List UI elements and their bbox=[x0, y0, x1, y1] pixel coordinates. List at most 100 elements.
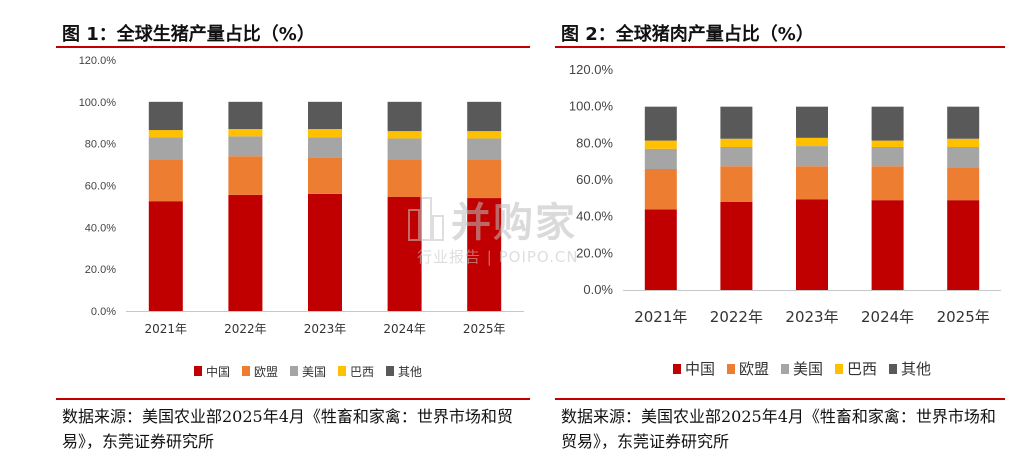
x-tick-label: 2025年 bbox=[937, 308, 990, 326]
bar-segment bbox=[796, 199, 828, 290]
legend-swatch bbox=[242, 366, 250, 376]
title-rule bbox=[555, 46, 1005, 48]
source-rule bbox=[56, 398, 530, 400]
source-note: 数据来源：美国农业部2025年4月《牲畜和家禽：世界市场和贸易》，东莞证券研究所 bbox=[561, 407, 996, 451]
x-tick-label: 2023年 bbox=[785, 308, 838, 326]
legend-label: 欧盟 bbox=[254, 365, 278, 379]
bar-segment bbox=[228, 129, 263, 137]
bar-segment bbox=[644, 106, 677, 141]
legend-swatch bbox=[338, 366, 346, 376]
legend-swatch bbox=[290, 366, 298, 376]
legend-swatch bbox=[194, 366, 202, 376]
bar-segment bbox=[148, 159, 183, 202]
bar-segment bbox=[148, 137, 183, 160]
bar-segment bbox=[644, 140, 677, 149]
y-tick-label: 60.0% bbox=[85, 181, 116, 193]
y-tick-label: 20.0% bbox=[85, 264, 116, 276]
y-tick-label: 40.0% bbox=[576, 209, 613, 224]
bar-segment bbox=[467, 131, 502, 139]
bar-segment bbox=[467, 198, 502, 311]
bar-segment bbox=[947, 106, 980, 139]
title-rule bbox=[56, 46, 530, 48]
bar-segment bbox=[720, 166, 753, 202]
bar-segment bbox=[228, 136, 263, 157]
bar-segment bbox=[720, 106, 753, 139]
y-tick-label: 120.0% bbox=[79, 55, 117, 67]
bar-segment bbox=[308, 157, 342, 194]
legend-label: 中国 bbox=[685, 360, 715, 378]
y-tick-label: 80.0% bbox=[576, 135, 613, 150]
bar-segment bbox=[871, 166, 904, 201]
bar-segment bbox=[796, 137, 828, 147]
bar-segment bbox=[228, 101, 263, 130]
bar-segment bbox=[947, 200, 980, 290]
source-rule bbox=[555, 398, 1005, 400]
bar-segment bbox=[308, 193, 342, 311]
bar-segment bbox=[947, 167, 980, 201]
x-tick-label: 2021年 bbox=[634, 308, 687, 326]
bar-segment bbox=[387, 197, 422, 311]
legend-swatch bbox=[673, 364, 681, 374]
bar-segment bbox=[871, 140, 904, 147]
x-tick-label: 2024年 bbox=[861, 308, 914, 326]
x-tick-label: 2022年 bbox=[224, 322, 267, 336]
bar-segment bbox=[387, 131, 422, 139]
stacked-bar-chart: 0.0% 20.0% 40.0% 60.0% 80.0% 100.0% 120.0% 2021… bbox=[79, 55, 524, 379]
legend-label: 中国 bbox=[206, 364, 230, 379]
legend-swatch bbox=[781, 364, 789, 374]
legend-swatch bbox=[835, 364, 843, 374]
chart-title: 图 1：全球生猪产量占比（%） bbox=[62, 24, 315, 45]
bar-segment bbox=[720, 138, 753, 147]
x-tick-label: 2025年 bbox=[463, 322, 506, 336]
bar-segment bbox=[228, 194, 263, 311]
legend-label: 美国 bbox=[302, 365, 326, 379]
bar-segment bbox=[644, 148, 677, 169]
bar-segment bbox=[871, 106, 904, 141]
bar-segment bbox=[148, 101, 183, 131]
chart-panel-1: 图 1：全球生猪产量占比（%） 0.0% 20.0% 40.0% 60.0% 80.0%… bbox=[56, 0, 530, 458]
bar-segment bbox=[148, 130, 183, 138]
y-tick-label: 40.0% bbox=[85, 222, 116, 234]
legend-label: 巴西 bbox=[847, 360, 877, 378]
bar-segment bbox=[644, 209, 677, 290]
bar-segment bbox=[308, 137, 342, 158]
bar-segment bbox=[720, 202, 753, 290]
y-tick-label: 0.0% bbox=[583, 282, 613, 297]
bar-segment bbox=[871, 147, 904, 167]
y-tick-label: 0.0% bbox=[91, 306, 116, 318]
y-tick-label: 100.0% bbox=[569, 99, 614, 114]
y-tick-label: 80.0% bbox=[85, 139, 116, 151]
x-tick-label: 2022年 bbox=[710, 308, 763, 326]
bar-segment bbox=[796, 106, 828, 138]
bar-segment bbox=[308, 129, 342, 138]
bar-segment bbox=[871, 200, 904, 290]
bar-segment bbox=[387, 101, 422, 132]
bar-segment bbox=[796, 166, 828, 200]
bar-segment bbox=[308, 101, 342, 130]
bar-segment bbox=[720, 147, 753, 167]
stacked-bar-chart: 0.0% 20.0% 40.0% 60.0% 80.0% 100.0% 120.0% 2021… bbox=[569, 62, 1001, 378]
legend-label: 其他 bbox=[901, 360, 931, 378]
bar-segment bbox=[947, 138, 980, 147]
bar-segment bbox=[228, 156, 263, 195]
y-tick-label: 120.0% bbox=[569, 62, 614, 77]
bar-segment bbox=[387, 138, 422, 160]
bar-segment bbox=[644, 169, 677, 210]
bar-segment bbox=[467, 159, 502, 199]
chart-panel-2: 图 2：全球猪肉产量占比（%） 0.0% 20.0% 40.0% 60.0% 80.0%… bbox=[555, 0, 1005, 458]
bar-segment bbox=[467, 101, 502, 132]
x-tick-label: 2021年 bbox=[145, 322, 188, 336]
bar-segment bbox=[796, 146, 828, 167]
source-note: 数据来源：美国农业部2025年4月《牲畜和家禽：世界市场和贸易》，东莞证券研究所 bbox=[62, 407, 513, 451]
legend-label: 其他 bbox=[398, 365, 422, 379]
y-tick-label: 20.0% bbox=[576, 245, 613, 260]
legend-swatch bbox=[889, 364, 897, 374]
y-tick-label: 60.0% bbox=[576, 172, 613, 187]
legend-label: 欧盟 bbox=[739, 360, 769, 378]
chart-title: 图 2：全球猪肉产量占比（%） bbox=[561, 24, 814, 45]
legend-label: 巴西 bbox=[350, 365, 374, 379]
legend-swatch bbox=[727, 364, 735, 374]
x-tick-label: 2023年 bbox=[304, 322, 347, 336]
x-tick-label: 2024年 bbox=[383, 322, 426, 336]
bar-segment bbox=[148, 201, 183, 311]
